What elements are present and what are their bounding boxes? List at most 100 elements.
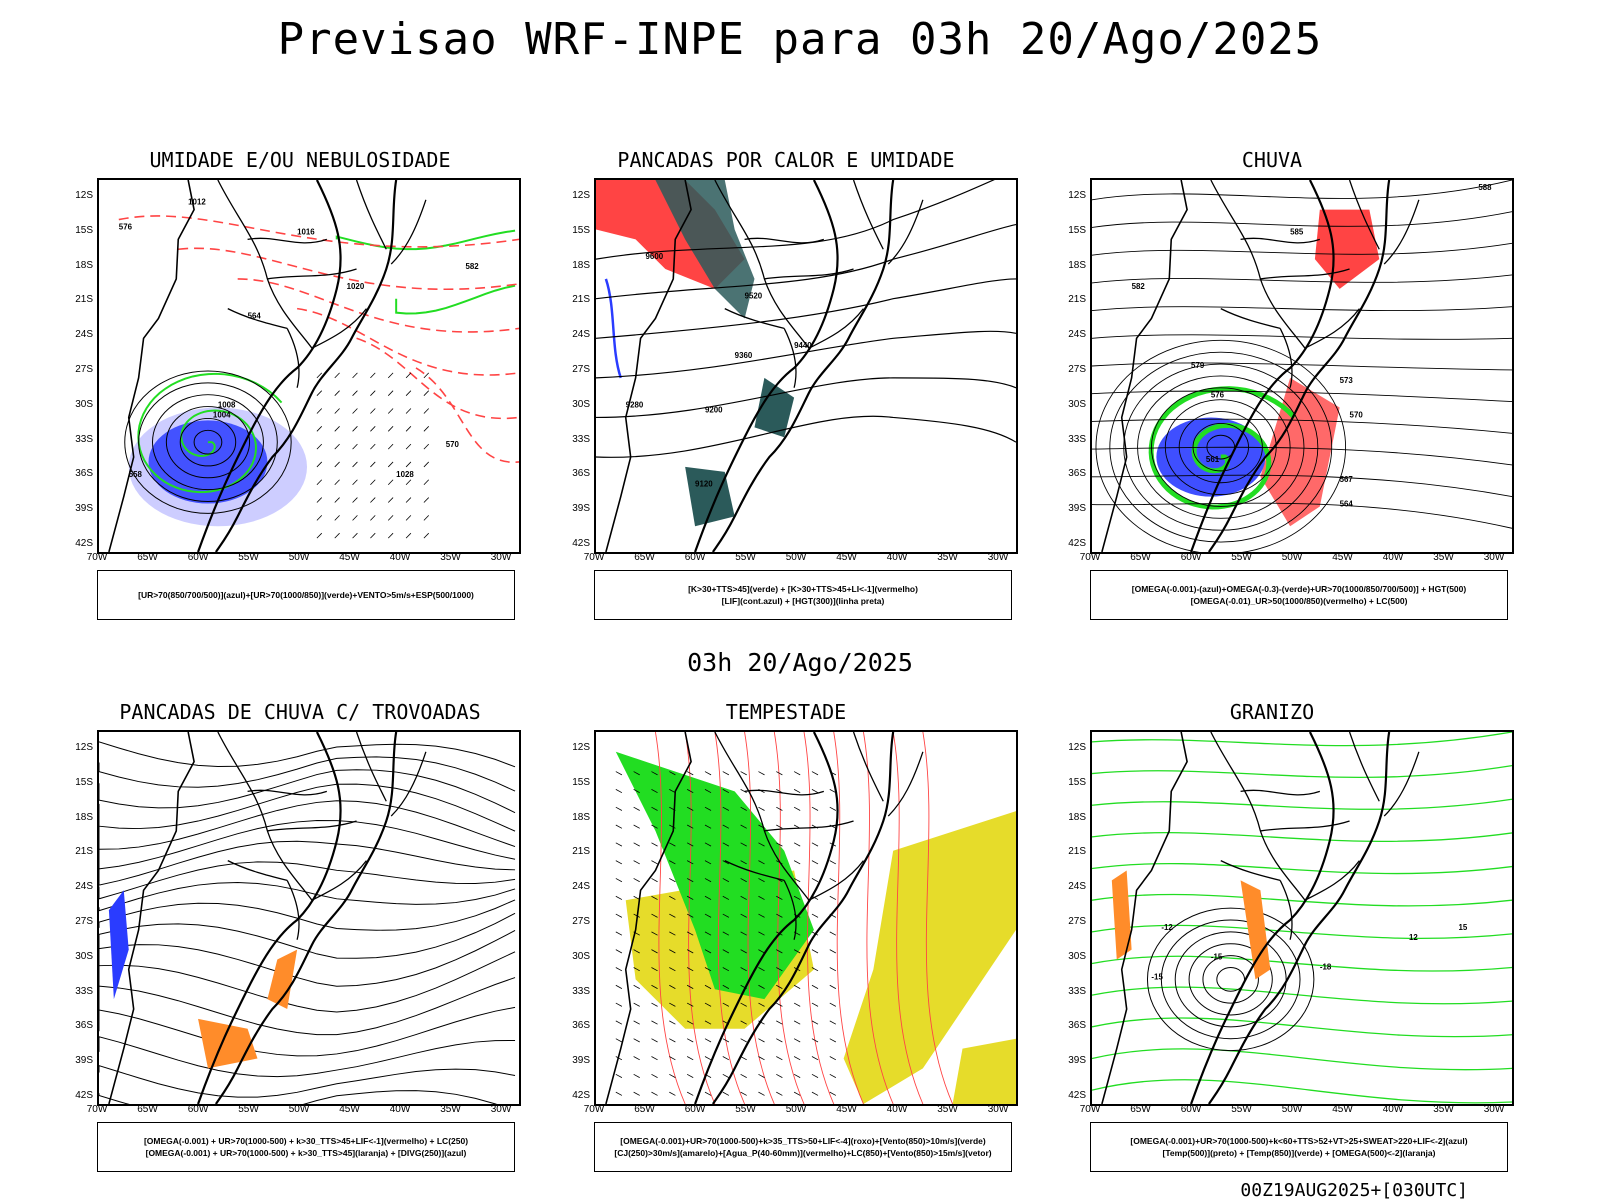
wind-arrow bbox=[740, 931, 747, 936]
wind-arrow bbox=[829, 842, 837, 847]
country-border bbox=[197, 180, 342, 552]
lat-tick-label: 30S bbox=[75, 398, 93, 410]
lat-tick-label: 39S bbox=[572, 1055, 590, 1067]
state-border bbox=[311, 860, 367, 901]
wind-arrow bbox=[776, 1038, 783, 1043]
wind-arrow bbox=[352, 497, 358, 503]
wind-arrow bbox=[633, 1056, 640, 1061]
hgt300-contour bbox=[596, 415, 1016, 458]
lon-tick-label: 50W bbox=[288, 1104, 310, 1115]
isobar bbox=[1202, 955, 1259, 1004]
wind-arrow bbox=[334, 461, 340, 468]
lat-tick-label: 21S bbox=[572, 294, 590, 306]
lat-tick-label: 33S bbox=[572, 433, 590, 445]
wind-arrow bbox=[423, 497, 430, 503]
wind-arrow bbox=[776, 878, 783, 883]
contour-label: 9120 bbox=[695, 480, 713, 489]
lon-tick-label: 55W bbox=[238, 1104, 259, 1115]
contour-label: 564 bbox=[248, 312, 262, 321]
lc850-red bbox=[803, 732, 835, 1104]
wind-arrow bbox=[651, 984, 658, 989]
wind-arrow bbox=[793, 1002, 801, 1007]
streamline bbox=[99, 840, 516, 886]
state-border bbox=[1279, 328, 1293, 388]
isobar bbox=[1137, 375, 1305, 519]
state-border bbox=[267, 820, 357, 832]
wind-arrow bbox=[423, 479, 430, 485]
state-border bbox=[355, 180, 387, 250]
contour-label: -15 bbox=[1151, 972, 1163, 981]
wind-arrow bbox=[704, 878, 712, 883]
wind-arrow bbox=[811, 771, 819, 776]
state-border bbox=[744, 789, 825, 796]
lc850-red bbox=[773, 732, 805, 1104]
wind-arrow bbox=[686, 967, 694, 972]
wind-arrow bbox=[829, 984, 837, 989]
wind-arrow bbox=[669, 1020, 676, 1025]
hgt300-contour bbox=[596, 330, 1016, 379]
wind-arrow bbox=[829, 1020, 837, 1025]
wind-arrow bbox=[387, 443, 394, 450]
wind-arrow bbox=[370, 461, 376, 468]
wind-arrow bbox=[758, 967, 765, 972]
hgt500-contour bbox=[1092, 474, 1512, 498]
rain-red-north bbox=[1314, 209, 1380, 289]
wind-arrow bbox=[722, 1056, 730, 1061]
wind-arrow bbox=[633, 913, 640, 918]
state-border bbox=[1304, 860, 1360, 901]
jet-yellow-corner bbox=[952, 1038, 1016, 1104]
wind-arrow bbox=[740, 824, 747, 829]
state-border bbox=[714, 180, 810, 349]
wind-arrow bbox=[669, 931, 676, 936]
thickness-line bbox=[356, 337, 519, 420]
lon-tick-label: 60W bbox=[187, 1104, 209, 1115]
hgt500-contour bbox=[1092, 446, 1512, 466]
wind-arrow bbox=[352, 390, 358, 396]
lat-tick-label: 21S bbox=[75, 846, 93, 858]
hgt300-contour bbox=[596, 377, 1016, 419]
lon-tick-label: 70W bbox=[1079, 1104, 1101, 1115]
wind-arrow bbox=[686, 1091, 694, 1096]
lat-tick-label: 24S bbox=[572, 329, 590, 341]
omega-orange-2 bbox=[1111, 870, 1132, 960]
wind-arrow bbox=[722, 842, 730, 847]
wind-arrow bbox=[740, 842, 747, 847]
lon-tick-label: 55W bbox=[735, 552, 756, 563]
omega-orange bbox=[1240, 880, 1271, 980]
wind-arrow bbox=[686, 1056, 694, 1061]
lat-tick-label: 30S bbox=[572, 950, 590, 962]
wind-arrow bbox=[722, 824, 730, 829]
lc850-red bbox=[714, 732, 745, 1104]
lat-tick-label: 42S bbox=[572, 1090, 590, 1101]
thickness-line bbox=[178, 247, 519, 291]
map-chuva: 588 585 582 579 576 573 570 567 564 561 bbox=[1090, 178, 1514, 554]
panel-title-tempestade: TEMPESTADE bbox=[725, 700, 847, 724]
wind-arrow bbox=[316, 532, 323, 539]
country-border bbox=[197, 732, 342, 1104]
lat-tick-label: 36S bbox=[572, 468, 590, 480]
state-border bbox=[247, 237, 328, 244]
wind-arrow bbox=[793, 771, 801, 776]
wind-arrow bbox=[352, 479, 358, 485]
wind-arrow bbox=[758, 913, 765, 918]
lon-tick-label: 35W bbox=[1433, 1104, 1454, 1115]
isobar bbox=[193, 429, 223, 455]
wind-arrow bbox=[615, 806, 623, 811]
coastline-east bbox=[1207, 180, 1391, 552]
wind-arrow bbox=[811, 949, 819, 954]
state-border bbox=[852, 732, 884, 802]
state-border bbox=[744, 237, 825, 244]
wind-arrow bbox=[740, 895, 747, 900]
wind-arrow bbox=[829, 789, 837, 794]
contour-label: -15 bbox=[1211, 953, 1223, 962]
wind-arrow bbox=[740, 1038, 747, 1043]
wind-arrow bbox=[686, 878, 694, 883]
wind-arrow bbox=[704, 1020, 712, 1025]
wind-arrow bbox=[334, 426, 340, 432]
wind-arrow bbox=[651, 878, 658, 883]
lon-tick-label: 70W bbox=[583, 552, 605, 563]
wind-arrow bbox=[387, 426, 394, 432]
wind-arrow bbox=[423, 461, 430, 468]
contour-label: 1016 bbox=[297, 227, 315, 236]
wind-arrow bbox=[370, 497, 376, 503]
